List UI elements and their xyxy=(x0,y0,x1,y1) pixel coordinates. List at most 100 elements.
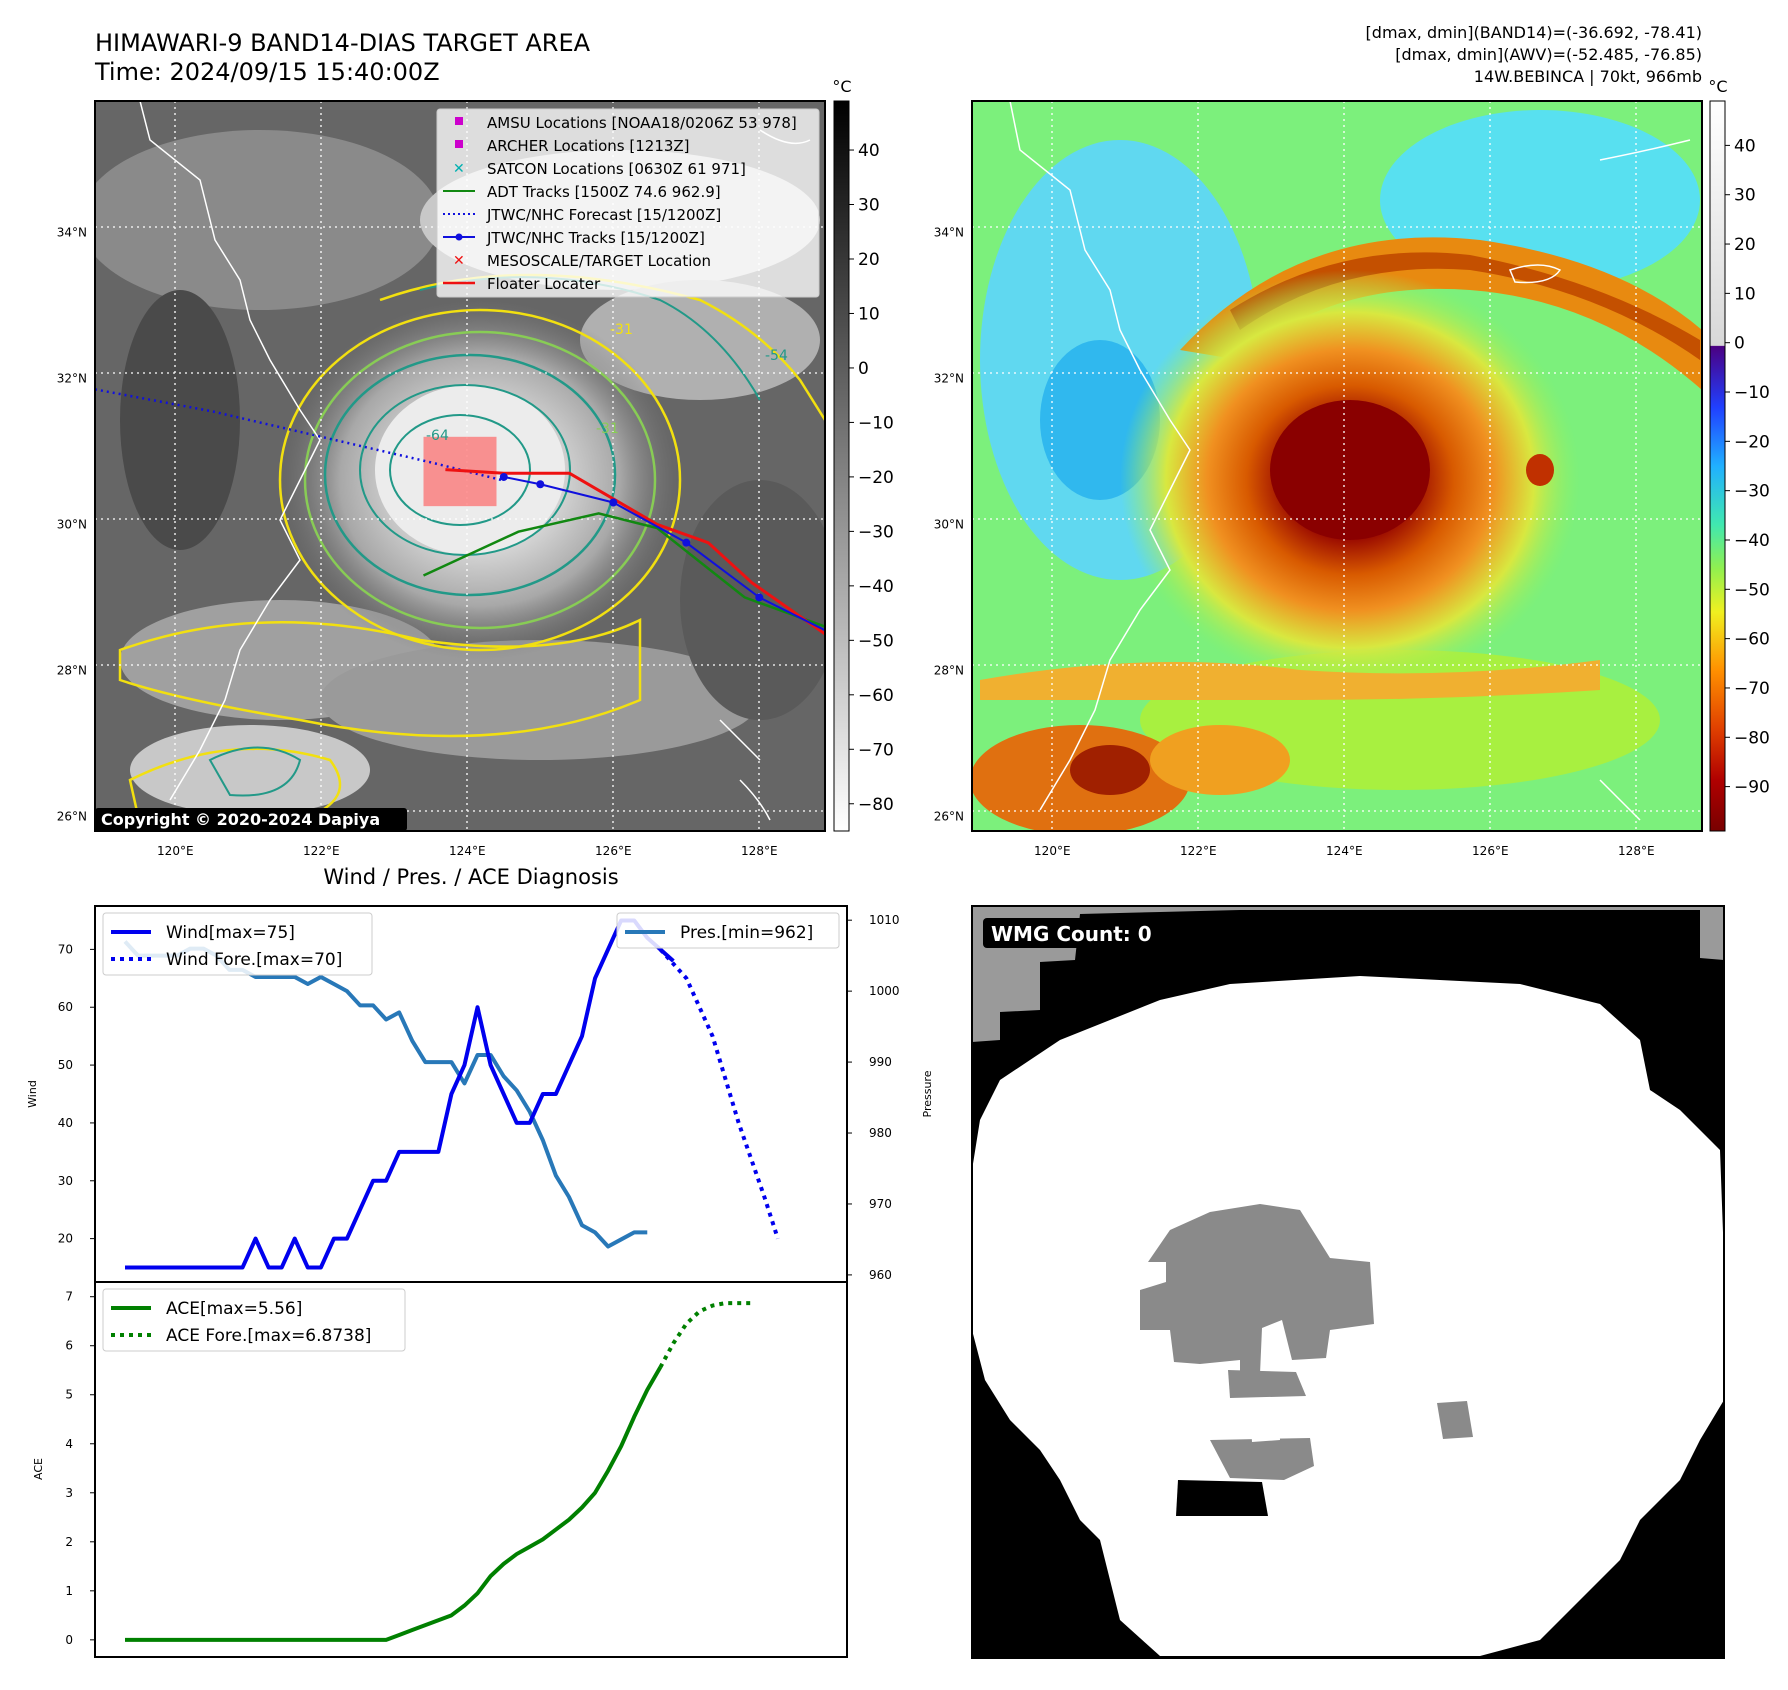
eir-map-gridlines xyxy=(972,101,1702,831)
colorbar-tick-label: −50 xyxy=(1734,580,1770,600)
colorbar-tick-label: 10 xyxy=(858,304,880,324)
ir-colorbar-ticks: 40 30 20 10 0 −10 −20 −30 −40 −50 −60 −70 −80 xyxy=(849,141,894,815)
pressure-axis-label: Pressure xyxy=(921,1070,934,1117)
legend-entry: JTWC/NHC Tracks [15/1200Z] xyxy=(486,229,705,247)
ir-map-tracks xyxy=(95,388,825,636)
pressure-legend: Pres.[min=962] xyxy=(616,912,840,949)
jtwc-track-point xyxy=(536,480,545,489)
y-tick-label: 20 xyxy=(58,1232,73,1246)
colorbar-tick-label: −40 xyxy=(1734,531,1770,551)
legend-entry: ACE[max=5.56] xyxy=(166,1299,302,1319)
y-right-tick-label: 1000 xyxy=(869,984,900,998)
y-tick-label: 70 xyxy=(58,942,73,956)
colorbar-tick-label: −10 xyxy=(858,413,894,433)
legend-entry: ARCHER Locations [1213Z] xyxy=(487,137,690,155)
copyright-text: Copyright © 2020-2024 Dapiya xyxy=(101,810,380,829)
satcon-marker-icon: ✕ xyxy=(453,161,465,177)
jtwc-track-point xyxy=(609,498,618,507)
ir-map-panel: -31 -54 -64 -31 AMSU Locations [NOAA18/0… xyxy=(57,77,894,858)
ace-forecast-line xyxy=(658,1301,752,1369)
eir-colorbar-ticks: 40 30 20 10 0 −10 −20 −30 −40 −50 −60 −70 −80 −90 xyxy=(1725,136,1770,798)
info-line-2: [dmax, dmin](AWV)=(-52.485, -76.85) xyxy=(1395,45,1702,64)
jtwc-forecast-line xyxy=(95,388,505,482)
y-tick-label: 3 xyxy=(65,1486,73,1500)
ace-axis-label: ACE xyxy=(32,1458,45,1480)
legend-entry: ADT Tracks [1500Z 74.6 962.9] xyxy=(487,183,721,201)
legend-entry: MESOSCALE/TARGET Location xyxy=(487,252,711,270)
wmg-count-label: WMG Count: 0 xyxy=(991,922,1152,946)
y-tick-label: 60 xyxy=(58,1000,73,1014)
lat-tick-label: 26°N xyxy=(934,809,964,823)
lat-tick-label: 32°N xyxy=(934,371,964,385)
y-tick-label: 4 xyxy=(65,1437,73,1451)
colorbar-tick-label: 20 xyxy=(858,250,880,270)
time-label: Time: 2024/09/15 15:40:00Z xyxy=(94,58,440,86)
colorbar-tick-label: −50 xyxy=(858,631,894,651)
eir-map-axis-ticks: 120°E 122°E 124°E 126°E 128°E 34°N 32°N 30°N 28°… xyxy=(934,225,1655,858)
lat-tick-label: 34°N xyxy=(57,225,87,239)
wind-pressure-ticks: 20 30 40 50 60 70 960 970 980 990 1000 1010 xyxy=(58,913,900,1282)
y-tick-label: 5 xyxy=(65,1388,73,1402)
eir-colorbar-unit: °C xyxy=(1708,77,1727,96)
colorbar-tick-label: 0 xyxy=(858,359,869,379)
wind-forecast-line xyxy=(658,948,780,1240)
copyright-badge xyxy=(95,808,407,831)
archer-marker-icon xyxy=(455,140,463,148)
colorbar-tick-label: 30 xyxy=(858,196,880,216)
page-title: HIMAWARI-9 BAND14-DIAS TARGET AREA xyxy=(95,29,591,57)
ace-ticks: 0 1 2 3 4 5 6 7 xyxy=(65,1290,95,1647)
colorbar-tick-label: −70 xyxy=(1734,679,1770,699)
enhanced-ir-map-panel: 120°E 122°E 124°E 126°E 128°E 34°N 32°N 30°N 28°… xyxy=(934,77,1770,858)
y-tick-label: 1 xyxy=(65,1584,73,1598)
jtwc-track-line xyxy=(503,475,825,632)
y-right-tick-label: 990 xyxy=(869,1055,892,1069)
colorbar-tick-label: 30 xyxy=(1734,186,1756,206)
jtwc-track-point xyxy=(755,593,764,602)
lat-tick-label: 34°N xyxy=(934,225,964,239)
colorbar-tick-label: −70 xyxy=(858,740,894,760)
y-tick-label: 50 xyxy=(58,1058,73,1072)
wind-axis-label: Wind xyxy=(26,1080,39,1108)
ir-map-axis-ticks: 120°E 122°E 124°E 126°E 128°E 34°N 32°N 30°N 28°… xyxy=(57,225,778,858)
ace-panel: 0 1 2 3 4 5 6 7 ACE ACE[max=5.56] ACE Fore.[max… xyxy=(32,1281,848,1658)
lon-tick-label: 120°E xyxy=(1034,844,1071,858)
wind-line xyxy=(125,918,675,1270)
y-tick-label: 40 xyxy=(58,1116,73,1130)
legend-entry: Pres.[min=962] xyxy=(680,923,813,943)
ace-line xyxy=(125,1366,663,1642)
colorbar-tick-label: −90 xyxy=(1734,778,1770,798)
ir-map-legend: AMSU Locations [NOAA18/0206Z 53 978] ARC… xyxy=(436,108,820,298)
y-right-tick-label: 1010 xyxy=(869,913,900,927)
lat-tick-label: 32°N xyxy=(57,371,87,385)
lon-tick-label: 128°E xyxy=(741,844,778,858)
wind-pressure-panel: Wind / Pres. / ACE Diagnosis 20 30 40 50 60 7… xyxy=(26,865,934,1283)
legend-entry: JTWC/NHC Forecast [15/1200Z] xyxy=(486,206,721,224)
colorbar-tick-label: −60 xyxy=(1734,630,1770,650)
lon-tick-label: 124°E xyxy=(449,844,486,858)
info-line-1: [dmax, dmin](BAND14)=(-36.692, -78.41) xyxy=(1366,23,1702,42)
y-right-tick-label: 980 xyxy=(869,1126,892,1140)
lat-tick-label: 30°N xyxy=(934,517,964,531)
ir-colorbar xyxy=(833,100,850,832)
wmg-panel: WMG Count: 0 xyxy=(971,905,1725,1659)
colorbar-tick-label: −20 xyxy=(1734,432,1770,452)
colorbar-tick-label: 40 xyxy=(858,141,880,161)
wmg-count-badge xyxy=(983,918,1165,948)
lat-tick-label: 28°N xyxy=(57,663,87,677)
colorbar-tick-label: −30 xyxy=(1734,482,1770,502)
y-tick-label: 0 xyxy=(65,1633,73,1647)
legend-entry: ACE Fore.[max=6.8738] xyxy=(166,1326,371,1346)
colorbar-tick-label: 20 xyxy=(1734,235,1756,255)
eir-colorbar xyxy=(1709,100,1726,832)
legend-entry: Wind Fore.[max=70] xyxy=(166,950,342,970)
contour-label: -54 xyxy=(765,348,788,364)
colorbar-tick-label: −60 xyxy=(858,686,894,706)
contour-label: -31 xyxy=(596,421,619,437)
lat-tick-label: 30°N xyxy=(57,517,87,531)
lon-tick-label: 128°E xyxy=(1618,844,1655,858)
lon-tick-label: 122°E xyxy=(303,844,340,858)
colorbar-tick-label: −80 xyxy=(1734,728,1770,748)
legend-entry: SATCON Locations [0630Z 61 971] xyxy=(487,160,746,178)
legend-entry: Floater Locater xyxy=(487,275,601,293)
